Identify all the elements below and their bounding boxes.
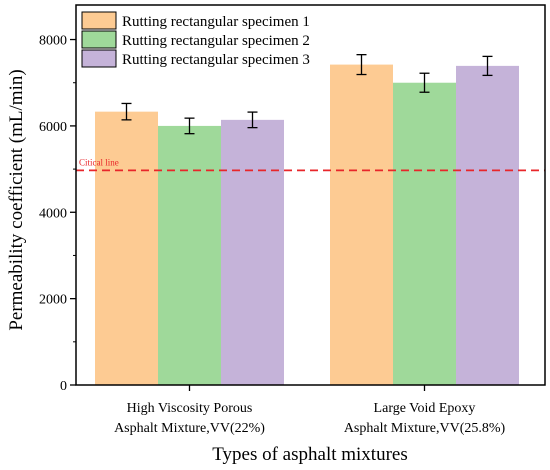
bar-s1-c1 [95,111,158,385]
plot-frame [75,4,546,386]
x-category-label-line: Asphalt Mixture,VV(22%) [114,421,265,436]
x-axis-title: Types of asphalt mixtures [212,444,408,465]
reference-line-layer: Citical line [76,157,545,172]
x-category-label-line: Asphalt Mixture,VV(25.8%) [344,421,506,436]
x-category-label-2: Large Void Epoxy Asphalt Mixture,VV(25.8%… [344,401,506,436]
axes-layer: 0 2000 4000 6000 8000 High Viscosity Porous As… [39,4,546,436]
bar-s1-c2 [330,64,393,385]
legend-label: Rutting rectangular specimen 3 [122,52,310,68]
legend-item-3: Rutting rectangular specimen 3 [81,49,310,68]
y-axis-title: Permeability coefficient (mL/min) [6,69,27,330]
error-bar-s2-c1 [184,117,195,135]
y-tick-label: 8000 [39,34,67,49]
legend-swatch [81,49,117,68]
y-tick-label: 4000 [39,206,67,221]
error-bar-s1-c2 [356,54,367,76]
legend-item-2: Rutting rectangular specimen 2 [81,30,310,49]
error-bar-s1-c1 [121,102,132,121]
legend-swatch [81,11,117,30]
error-bars-layer [121,54,493,135]
x-category-label-line: Large Void Epoxy [374,401,476,416]
bar-s2-c1 [158,125,221,385]
bars-layer [95,64,519,386]
error-bar-s3-c1 [247,111,258,129]
legend: Rutting rectangular specimen 1 Rutting re… [81,11,310,68]
error-bar-s3-c2 [482,55,493,77]
critical-line-label: Citical line [79,157,119,167]
bar-s3-c2 [456,65,519,386]
legend-label: Rutting rectangular specimen 1 [122,14,310,30]
bar-s3-c1 [221,119,284,385]
legend-item-1: Rutting rectangular specimen 1 [81,11,310,30]
bar-s2-c2 [393,82,456,386]
error-bar-s2-c2 [419,72,430,93]
x-category-label-line: High Viscosity Porous [127,401,253,416]
y-tick-label: 2000 [39,293,67,308]
y-tick-label: 0 [60,379,67,394]
x-category-label-1: High Viscosity Porous Asphalt Mixture,VV(… [114,401,265,436]
y-tick-label: 6000 [39,120,67,135]
legend-swatch [81,30,117,49]
legend-label: Rutting rectangular specimen 2 [122,33,310,49]
